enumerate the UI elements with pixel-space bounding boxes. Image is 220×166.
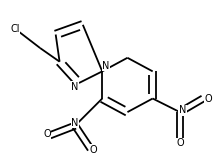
Text: N: N	[72, 118, 79, 128]
Text: N: N	[179, 105, 186, 115]
Text: N: N	[72, 82, 79, 92]
Text: O: O	[90, 145, 97, 155]
Text: O: O	[204, 93, 212, 104]
Text: O: O	[176, 138, 184, 148]
Text: Cl: Cl	[10, 24, 20, 34]
Text: N: N	[103, 61, 110, 71]
Text: O: O	[43, 129, 51, 139]
